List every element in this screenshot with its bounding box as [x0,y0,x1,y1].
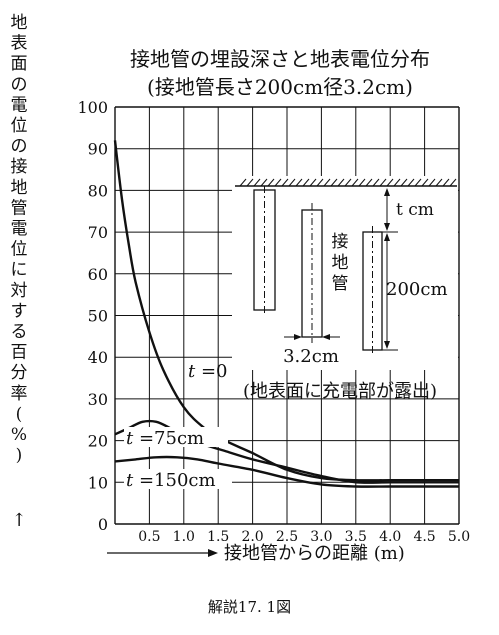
hatch-line [302,178,310,187]
x-tick-label: 4.5 [413,529,435,545]
x-tick-label: 3.0 [310,529,332,545]
hatch-line [407,178,415,187]
pipe-t0 [253,186,276,316]
length-label: 200cm [386,279,448,300]
hatch-line [351,178,359,187]
hatch-line [316,178,324,187]
pipe-t75 [301,203,323,343]
hatch-line [246,178,254,187]
x-tick-label: 2.0 [241,529,263,545]
hatch-line [428,178,436,187]
hatch-line [358,178,366,187]
hatch-line [309,178,317,187]
pipe-t150 [362,226,383,356]
x-tick-label: 4.0 [379,529,401,545]
chart-subtitle: (接地管長さ200cm径3.2cm) [147,75,413,99]
series-label-t150: t =150cm [126,470,216,491]
x-tick-label: 1.0 [173,529,195,545]
hatch-line [260,178,268,187]
x-tick-labels: 0.5 1.0 1.5 2.0 2.5 3.0 3.5 4.0 4.5 5.0 [138,529,470,545]
y-axis-arrow: ↑ [11,510,26,531]
y-tick-label: 40 [88,348,108,367]
hatch-line [330,178,338,187]
hatch-line [386,178,394,187]
hatch-line [337,178,345,187]
series-line-1 [114,419,459,484]
y-tick-label: 60 [88,265,108,284]
inset-background [232,176,458,370]
hatch-line [253,178,261,187]
y-tick-labels: 0 10 20 30 40 50 60 70 80 90 100 [77,98,108,534]
hatch-line [323,178,331,187]
series-label-t75: t =75cm [126,428,204,449]
hatch-line [442,178,450,187]
figure-caption: 解説17. 1図 [207,598,292,616]
y-tick-label: 20 [88,432,108,451]
hatch-line [421,178,429,187]
series-label-t75-group: t =75cm [124,427,228,449]
hatch-line [344,178,352,187]
depth-label: t cm [396,200,434,220]
series-label-t0: t =0 [188,361,228,382]
hatch-line [379,178,387,187]
depth-dimension [380,188,398,233]
diameter-label: 3.2cm [283,346,339,367]
series-line-2 [114,455,459,488]
hatch-line [449,178,457,187]
hatch-line [281,178,289,187]
series-label-t150-group: t =150cm [124,469,232,491]
y-tick-label: 80 [88,181,108,200]
x-tick-label: 5.0 [448,529,470,545]
y-tick-label: 0 [98,515,108,534]
hatch-line [393,178,401,187]
hatch-line [239,178,247,187]
x-tick-label: 3.5 [345,529,367,545]
hatch-line [295,178,303,187]
x-tick-label: 0.5 [138,529,160,545]
exposure-note: (地表面に充電部が露出) [243,381,437,402]
y-tick-label: 50 [88,307,108,326]
y-tick-label: 30 [88,390,108,409]
hatch-line [274,178,282,187]
y-tick-label: 10 [88,473,108,492]
hatch-line [414,178,422,187]
x-tick-label: 2.5 [276,529,298,545]
hatch-line [267,178,275,187]
pipe-label: 接地管 [332,232,349,294]
chart-title: 接地管の埋設深さと地表電位分布 [130,47,430,71]
ground-hatching [239,178,457,187]
x-tick-label: 1.5 [207,529,229,545]
ground-surface [235,178,457,187]
hatch-line [435,178,443,187]
y-axis-label: 地表面の電位の接地管電位に対する百分率(%) [11,13,28,466]
x-axis-label: 接地管からの距離 (m) [224,543,405,564]
y-tick-label: 100 [77,98,108,117]
y-tick-label: 70 [88,223,108,242]
x-axis-arrow [107,549,218,557]
hatch-line [372,178,380,187]
hatch-line [400,178,408,187]
hatch-line [288,178,296,187]
y-tick-label: 90 [88,140,108,159]
diameter-dimension [284,334,340,340]
hatch-line [365,178,373,187]
length-dimension [380,233,398,351]
series-label-t0-group: t =0 [188,361,228,382]
